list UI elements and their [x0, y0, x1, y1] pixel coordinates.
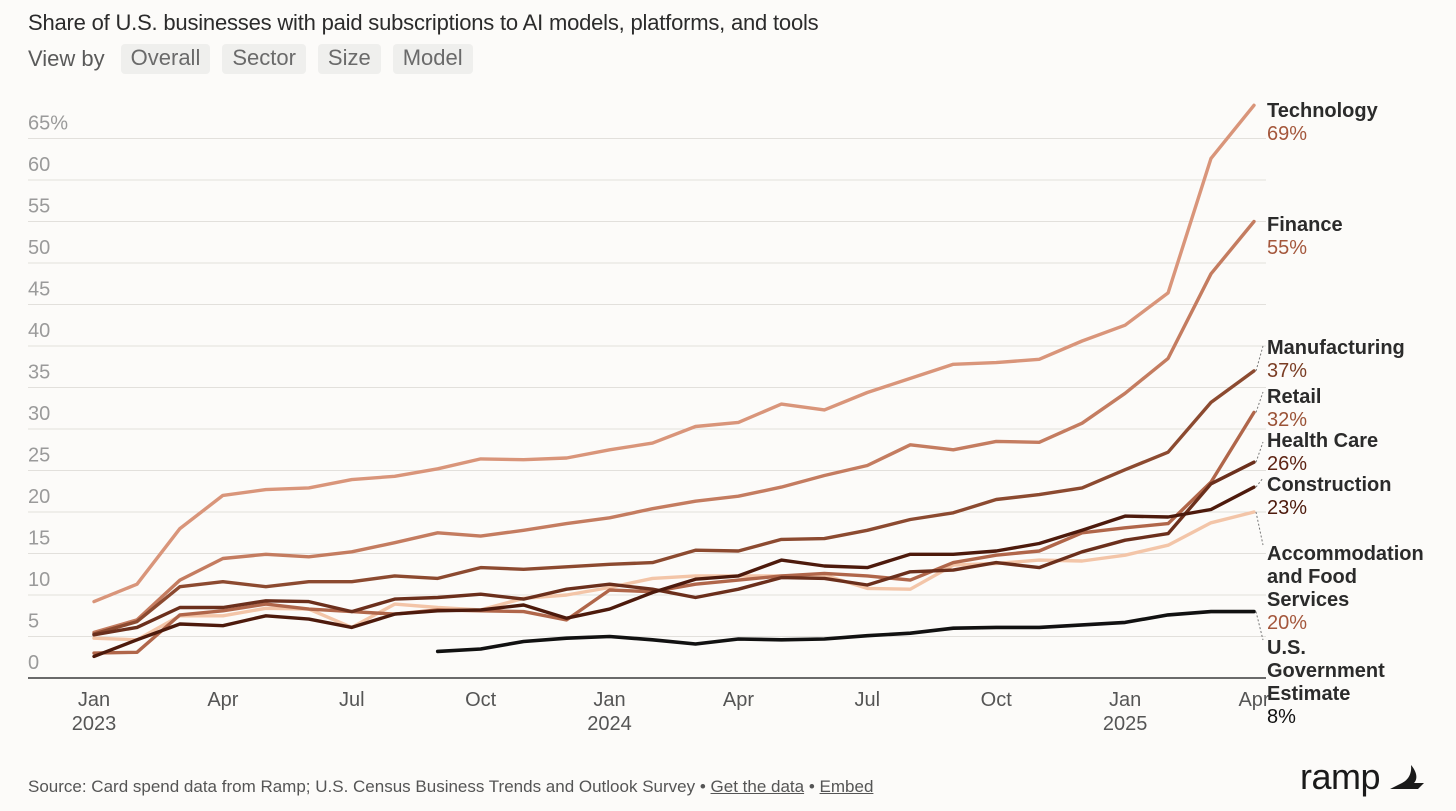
y-tick-label: 55 — [28, 196, 50, 218]
series-label-finance: Finance — [1267, 214, 1343, 236]
series-value-health-care: 26% — [1267, 453, 1307, 475]
series-label-u-s-government-estimate: Government — [1267, 660, 1385, 682]
series-label-accommodation-and-food-services: and Food — [1267, 566, 1357, 588]
x-tick-year-label: 2024 — [587, 713, 632, 735]
y-tick-label: 15 — [28, 528, 50, 550]
y-tick-label: 65% — [28, 113, 68, 135]
ramp-wordmark: ramp — [1300, 756, 1381, 797]
source-footer: Source: Card spend data from Ramp; U.S. … — [28, 777, 873, 797]
view-by-label: View by — [28, 46, 105, 71]
y-tick-label: 45 — [28, 279, 50, 301]
separator-dot: • — [808, 777, 815, 796]
series-label-accommodation-and-food-services: Services — [1267, 589, 1349, 611]
series-label-accommodation-and-food-services: Accommodation — [1267, 543, 1424, 565]
view-by-selector: View by Overall Sector Size Model — [28, 44, 473, 74]
series-line-finance — [92, 219, 1256, 635]
y-tick-label: 40 — [28, 320, 50, 342]
y-tick-label: 25 — [28, 445, 50, 467]
series-label-retail: Retail — [1267, 386, 1321, 408]
x-tick-label: Jan — [1109, 689, 1141, 711]
series-value-u-s-government-estimate: 8% — [1267, 706, 1296, 728]
series-value-manufacturing: 37% — [1267, 360, 1307, 382]
x-tick-year-label: 2023 — [72, 713, 117, 735]
series-value-construction: 23% — [1267, 497, 1307, 519]
y-tick-label: 30 — [28, 403, 50, 425]
label-leader-line — [1255, 441, 1264, 463]
x-tick-label: Jul — [339, 689, 365, 711]
series-label-health-care: Health Care — [1267, 430, 1378, 452]
series-line-u-s-government-estimate — [435, 609, 1256, 654]
x-tick-label: Apr — [1238, 689, 1269, 711]
ramp-brand: ramp — [1300, 756, 1426, 798]
x-tick-label: Oct — [981, 689, 1013, 711]
y-tick-label: 50 — [28, 237, 50, 259]
x-tick-label: Jan — [78, 689, 110, 711]
get-data-link[interactable]: Get the data — [710, 777, 805, 796]
x-tick-label: Oct — [465, 689, 497, 711]
y-tick-label: 35 — [28, 362, 50, 384]
label-leader-line — [1255, 511, 1264, 546]
series-value-accommodation-and-food-services: 20% — [1267, 612, 1307, 634]
chart-title: Share of U.S. businesses with paid subsc… — [28, 10, 819, 35]
series-value-technology: 69% — [1267, 123, 1307, 145]
series-line-technology — [92, 103, 1256, 604]
x-tick-year-label: 2025 — [1103, 713, 1148, 735]
series-line-retail — [92, 410, 1256, 655]
series-line-construction — [92, 485, 1256, 659]
y-tick-label: 5 — [28, 611, 39, 633]
x-tick-label: Apr — [723, 689, 754, 711]
series-line-health-care — [92, 460, 1256, 637]
series-label-manufacturing: Manufacturing — [1267, 337, 1405, 359]
view-option-overall[interactable]: Overall — [120, 44, 211, 74]
series-label-u-s-government-estimate: U.S. — [1267, 637, 1306, 659]
label-leader-line — [1255, 345, 1264, 372]
label-leader-line — [1255, 477, 1264, 488]
y-tick-label: 20 — [28, 486, 50, 508]
view-option-model[interactable]: Model — [392, 44, 473, 74]
y-tick-label: 10 — [28, 569, 50, 591]
ramp-logo-icon — [1390, 765, 1425, 789]
x-tick-label: Jan — [593, 689, 625, 711]
label-leader-line — [1255, 391, 1264, 413]
embed-link[interactable]: Embed — [819, 777, 874, 796]
series-label-technology: Technology — [1267, 100, 1379, 122]
series-line-manufacturing — [92, 369, 1256, 636]
x-tick-label: Jul — [855, 689, 881, 711]
label-leader-line — [1255, 611, 1264, 641]
x-tick-label: Apr — [207, 689, 238, 711]
series-label-construction: Construction — [1267, 474, 1391, 496]
view-option-sector[interactable]: Sector — [222, 44, 306, 74]
y-tick-label: 0 — [28, 652, 39, 674]
series-value-finance: 55% — [1267, 237, 1307, 259]
series-label-u-s-government-estimate: Estimate — [1267, 683, 1350, 705]
source-text: Source: Card spend data from Ramp; U.S. … — [28, 777, 696, 796]
series-value-retail: 32% — [1267, 409, 1307, 431]
y-tick-label: 60 — [28, 154, 50, 176]
separator-dot: • — [699, 777, 706, 796]
view-option-size[interactable]: Size — [317, 44, 381, 74]
